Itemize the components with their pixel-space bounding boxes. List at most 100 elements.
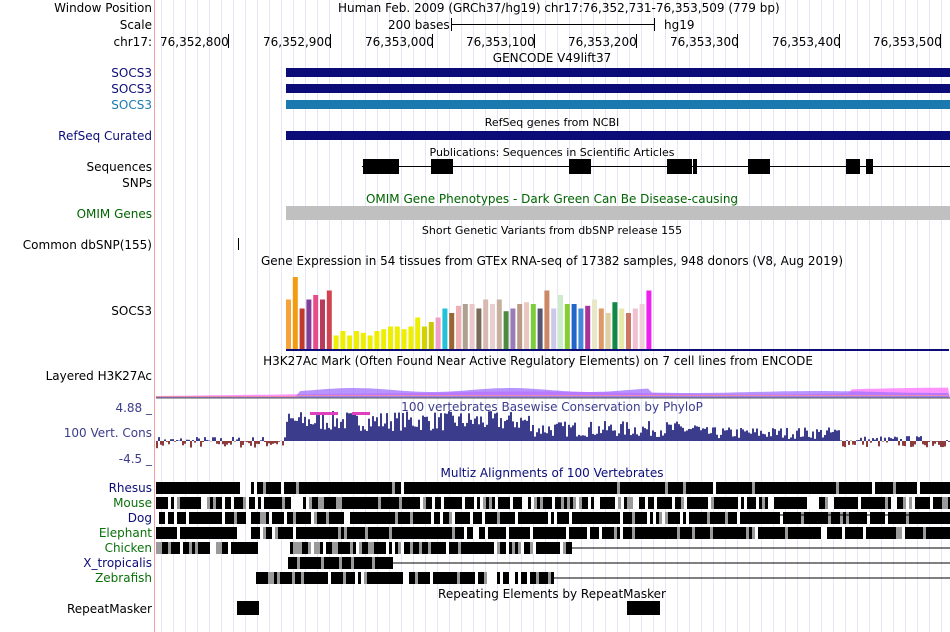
publication-hit[interactable]	[693, 159, 697, 174]
alignment-block	[650, 527, 653, 539]
alignment-block	[256, 572, 259, 584]
repeat-element[interactable]	[627, 601, 660, 615]
alignment-block	[159, 542, 162, 554]
alignment-block	[417, 497, 420, 509]
alignment-block	[467, 482, 470, 494]
conservation-bar	[864, 436, 866, 441]
publication-hit[interactable]	[363, 159, 399, 174]
alignment-block	[539, 527, 542, 539]
alignment-block	[377, 512, 380, 524]
alignment-block	[404, 542, 407, 554]
publications-label-line2[interactable]: SNPs	[122, 176, 152, 190]
alignment-block	[201, 482, 204, 494]
alignment-block	[539, 512, 542, 524]
alignment-block	[306, 497, 309, 509]
gencode-gene-label[interactable]: SOCS3	[111, 82, 152, 96]
dbsnp-track-label[interactable]: Common dbSNP(155)	[22, 238, 152, 252]
snp-marker[interactable]	[238, 238, 239, 250]
alignment-block	[872, 527, 875, 539]
species-label-zebrafish[interactable]: Zebrafish	[95, 571, 152, 585]
publications-label-line1[interactable]: Sequences	[86, 160, 152, 174]
publication-hit[interactable]	[748, 159, 770, 174]
alignment-block	[500, 482, 503, 494]
conservation-bar	[818, 431, 820, 441]
assembly-position-text[interactable]: Human Feb. 2009 (GRCh37/hg19) chr17:76,3…	[338, 1, 780, 15]
conservation-bar	[306, 425, 308, 441]
alignment-block	[512, 512, 515, 524]
publication-hit[interactable]	[866, 159, 873, 174]
alignment-block	[545, 527, 548, 539]
publication-hit[interactable]	[846, 159, 860, 174]
repeatmasker-track-label[interactable]: RepeatMasker	[66, 602, 152, 616]
conservation-bar	[768, 431, 770, 441]
conservation-bar	[754, 432, 756, 441]
h3k27ac-track-label[interactable]: Layered H3K27Ac	[45, 369, 152, 383]
species-label-rhesus[interactable]: Rhesus	[108, 481, 152, 495]
alignment-block	[376, 572, 379, 584]
alignment-block	[500, 512, 503, 524]
alignment-block	[770, 512, 773, 524]
refseq-transcript[interactable]	[286, 131, 950, 140]
gencode-transcript[interactable]	[286, 100, 950, 109]
omim-gene-feature[interactable]	[286, 206, 950, 220]
alignment-block	[620, 512, 623, 524]
alignment-block	[510, 497, 513, 509]
alignment-block	[888, 497, 891, 509]
omim-track-label[interactable]: OMIM Genes	[76, 207, 152, 221]
alignment-block	[329, 527, 332, 539]
conservation-bar	[648, 421, 650, 441]
alignment-block	[482, 512, 485, 524]
refseq-track-label[interactable]: RefSeq Curated	[58, 129, 152, 143]
alignment-block	[638, 527, 641, 539]
alignment-block	[192, 482, 195, 494]
species-label-mouse[interactable]: Mouse	[113, 496, 152, 510]
species-label-elephant[interactable]: Elephant	[98, 526, 152, 540]
alignment-block	[614, 482, 617, 494]
alignment-block	[641, 512, 644, 524]
alignment-block	[504, 497, 507, 509]
alignment-block	[515, 512, 518, 524]
repeat-element[interactable]	[237, 601, 259, 615]
alignment-block	[348, 557, 351, 569]
gencode-transcript[interactable]	[286, 84, 950, 93]
gencode-gene-label[interactable]: SOCS3	[111, 66, 152, 80]
alignment-block	[524, 512, 527, 524]
alignment-block	[464, 527, 467, 539]
alignment-block	[728, 512, 731, 524]
alignment-block	[869, 527, 872, 539]
grid-line	[833, 0, 834, 632]
gencode-transcript[interactable]	[286, 68, 950, 77]
ruler-tick-mark	[940, 34, 941, 48]
conservation-bar	[206, 439, 208, 441]
publication-hit[interactable]	[431, 159, 453, 174]
gtex-gene-label[interactable]: SOCS3	[111, 304, 152, 318]
gencode-gene-label[interactable]: SOCS3	[111, 98, 152, 112]
alignment-block	[403, 572, 406, 584]
publication-hit[interactable]	[569, 159, 591, 174]
species-label-dog[interactable]: Dog	[127, 511, 152, 525]
alignment-block	[686, 482, 689, 494]
species-label-chicken[interactable]: Chicken	[104, 541, 152, 555]
alignment-block	[936, 497, 939, 509]
alignment-block	[332, 527, 335, 539]
alignment-block	[665, 512, 668, 524]
conservation-bar	[530, 431, 532, 441]
alignment-block	[440, 542, 443, 554]
alignment-block	[344, 512, 347, 524]
conservation-bar	[410, 417, 412, 441]
alignment-block	[875, 482, 878, 494]
publication-hit[interactable]	[667, 159, 692, 174]
alignment-block	[581, 527, 584, 539]
alignment-block	[437, 482, 440, 494]
conservation-track-label[interactable]: 100 Vert. Cons	[63, 426, 152, 440]
alignment-block	[338, 527, 341, 539]
alignment-block	[491, 542, 494, 554]
species-label-x-tropicalis[interactable]: X_tropicalis	[83, 556, 152, 570]
alignment-block	[362, 527, 365, 539]
alignment-block	[638, 512, 641, 524]
alignment-block	[680, 512, 683, 524]
